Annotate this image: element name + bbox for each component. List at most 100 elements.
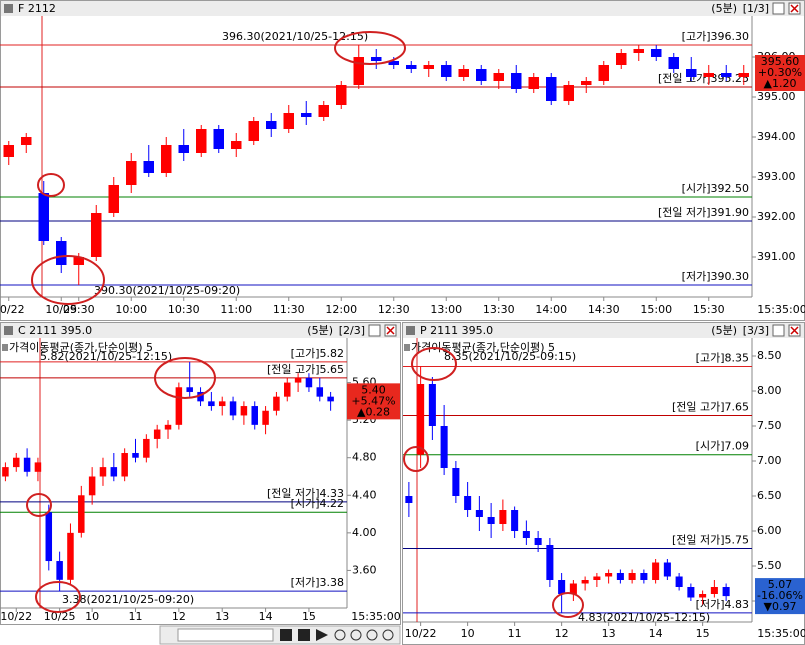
candle-body [405,496,413,503]
candle-body [2,467,9,477]
candle-body [675,576,683,587]
annotation: 8.35(2021/10/25-09:15) [444,350,576,363]
x-tick-label: 10:30 [168,303,200,316]
candle-body [640,573,648,580]
candle-body [452,468,460,496]
y-tick-label: 8.50 [757,349,782,362]
highlight-circle [26,493,52,517]
candle-body [45,512,53,562]
level-label: [고가]8.35 [696,352,749,365]
candle-body [569,583,577,594]
level-name: [전일 고가] [267,362,320,376]
level-value: 3.38 [320,576,345,589]
candle-body [23,457,31,472]
level-name: [시가] [696,440,725,453]
candle-body [21,137,32,145]
x-tick-label: 10/25 [45,303,77,316]
level-name: [고가] [291,347,320,360]
candle-body [476,69,487,81]
close-icon [790,4,799,13]
level-name: [전일 저가] [267,486,320,500]
candle-body [186,387,193,392]
options-button[interactable] [772,324,785,337]
candle-body [78,495,85,533]
candle-body [440,426,448,468]
x-tick-label: 10/22 [0,610,32,623]
axis-end-label: 15:35:00 [757,627,805,640]
y-tick-label: 6.00 [757,524,782,537]
candle-body [441,65,452,77]
level-label: [전일 저가]5.75 [672,533,749,547]
candle-body [487,517,495,524]
page-label: [3/3] [743,324,769,337]
chart-title: C 2111 395.0 [18,324,92,337]
scrollbar[interactable] [177,628,274,642]
level-value: 5.75 [725,534,750,547]
candle-body [633,49,644,53]
panel-icon [4,4,13,13]
button[interactable] [280,629,292,641]
change-value: ▼0.97 [764,600,797,613]
zoom-button[interactable] [382,629,394,641]
candle-body [710,587,718,594]
highlight-circle [403,446,429,472]
zoom-button[interactable] [334,629,346,641]
y-tick-label: 7.50 [757,419,782,432]
chart-panel: P 2111 395.0 (5분) [3/3]가격이동평균(종가,단순이평) 58.… [402,322,805,645]
candle-body [668,57,679,69]
price-box [347,383,400,420]
candle-body [197,391,204,402]
level-label: [전일 저가]391.90 [658,205,749,219]
candle-body [91,213,102,257]
candle-body [175,387,183,425]
x-tick-label: 15:00 [640,303,672,316]
candle-body [262,410,269,425]
panel-icon [406,326,415,335]
candle-body [231,141,242,149]
close-icon [386,326,395,335]
options-button[interactable] [368,324,381,337]
candle-body [593,576,601,580]
price-box [755,55,805,91]
x-tick-label: 14 [649,627,663,640]
period-label: (5분) [307,324,333,337]
highlight-circle [334,31,406,65]
candle-body [283,113,294,129]
candle-body [143,438,150,458]
candle-body [738,73,749,77]
indicator-icon [404,344,410,351]
x-tick-label: 10/25 [44,610,76,623]
candle-body [458,69,469,77]
y-tick-label: 391.00 [757,250,796,263]
candle-body [161,145,172,173]
options-button[interactable] [772,2,785,15]
candle-body [218,401,226,407]
y-tick-label: 394.00 [757,130,796,143]
level-label: [고가]5.82 [291,347,344,360]
period-label: (5분) [711,2,737,15]
candle-body [13,457,20,468]
button[interactable] [316,629,328,641]
candle-body [108,185,119,213]
left-toolbar [159,625,401,645]
annotation: 390.30(2021/10/25-09:20) [94,284,240,297]
candle-body [558,580,566,594]
zoom-button[interactable] [366,629,378,641]
candle-body [528,77,539,89]
level-label: [전일 고가]395.25 [658,71,749,85]
candle-body [38,193,49,241]
zoom-button[interactable] [350,629,362,641]
x-tick-label: 10/22 [0,303,25,316]
candle-body [511,510,519,531]
panel-icon [4,326,13,335]
candle-body [294,377,302,383]
candle-body [56,241,67,265]
annotation: 396.30(2021/10/25-12:15) [222,30,368,43]
candle-body [581,580,589,584]
y-tick-label: 7.00 [757,454,782,467]
candle-body [284,382,291,397]
highlight-circle [411,347,457,381]
button[interactable] [298,629,310,641]
x-tick-label: 13 [215,610,229,623]
level-value: 7.09 [725,440,750,453]
